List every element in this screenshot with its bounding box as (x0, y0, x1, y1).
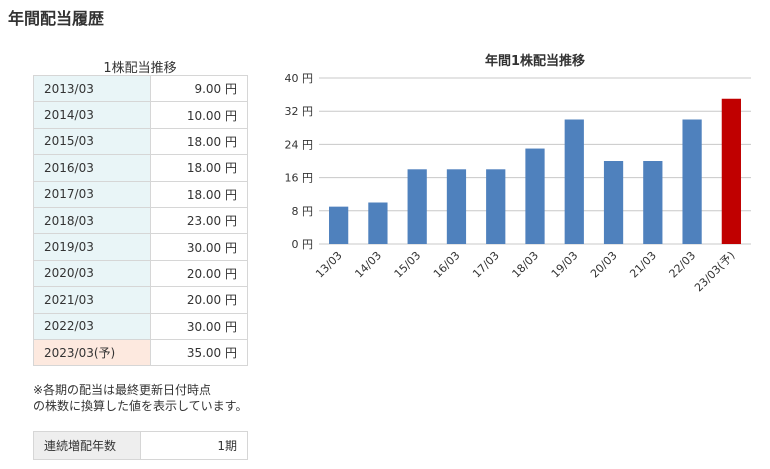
streak-label: 連続増配年数 (33, 431, 141, 460)
dividend-chart: 年間1株配当推移 0 円 8 円 16 円 24 円 32 円 40 円 13/03 14/03… (285, 53, 751, 294)
table-row: 2014/03 10.00 円 (33, 101, 248, 129)
footnote-line-2: の株数に換算した値を表示しています。 (33, 399, 248, 413)
streak-table: 連続増配年数 1期 (33, 431, 248, 460)
period-cell: 2017/03 (33, 180, 151, 208)
x-tick-label: 16/03 (431, 249, 463, 281)
bar (564, 119, 584, 244)
table-row: 2013/03 9.00 円 (33, 74, 248, 103)
x-tick-label: 15/03 (392, 249, 424, 281)
amount-cell: 10.00 円 (150, 101, 248, 129)
period-cell: 2021/03 (33, 286, 151, 314)
amount-cell: 30.00 円 (150, 233, 248, 261)
table-row: 2020/03 20.00 円 (33, 259, 248, 288)
bar (486, 169, 506, 244)
period-cell: 2015/03 (33, 127, 151, 156)
table-row: 2019/03 30.00 円 (33, 233, 248, 261)
period-cell: 2019/03 (33, 233, 151, 261)
amount-cell: 18.00 円 (150, 127, 248, 156)
y-tick-label: 8 円 (292, 205, 314, 218)
period-cell: 2016/03 (33, 154, 151, 182)
table-caption: 1株配当推移 (103, 61, 177, 76)
bar (329, 206, 349, 244)
y-tick-label: 40 円 (285, 72, 314, 85)
page-title: 年間配当履歴 (8, 9, 105, 28)
y-tick-label: 32 円 (285, 105, 314, 118)
x-tick-label: 17/03 (470, 249, 502, 281)
x-tick-label: 20/03 (588, 249, 620, 281)
y-tick-label: 0 円 (292, 238, 314, 251)
period-cell: 2023/03(予) (33, 338, 151, 367)
period-cell: 2022/03 (33, 312, 151, 340)
dividend-table: 2013/03 9.00 円 2014/03 10.00 円 2015/03 18.00 … (33, 74, 248, 367)
x-tick-label: 14/03 (352, 249, 384, 281)
y-tick-label: 24 円 (285, 138, 314, 151)
amount-cell: 20.00 円 (150, 286, 248, 314)
table-row: 2021/03 20.00 円 (33, 286, 248, 314)
x-tick-label: 19/03 (549, 249, 581, 281)
streak-value: 1期 (140, 431, 248, 460)
x-tick-label: 13/03 (313, 249, 345, 281)
streak-row: 連続増配年数 1期 (33, 431, 248, 460)
bar (643, 161, 663, 244)
amount-cell: 35.00 円 (150, 338, 248, 367)
amount-cell: 18.00 円 (150, 154, 248, 182)
amount-cell: 23.00 円 (150, 206, 248, 235)
bar (525, 148, 545, 244)
table-row: 2022/03 30.00 円 (33, 312, 248, 340)
table-row: 2018/03 23.00 円 (33, 206, 248, 235)
x-tick-label: 18/03 (510, 249, 542, 281)
table-row: 2016/03 18.00 円 (33, 154, 248, 182)
period-cell: 2018/03 (33, 206, 151, 235)
x-tick-label: 21/03 (627, 249, 659, 281)
x-tick-label: 22/03 (667, 249, 699, 281)
period-cell: 2020/03 (33, 259, 151, 288)
x-tick-label: 23/03(予) (692, 249, 737, 294)
chart-title: 年間1株配当推移 (485, 53, 585, 69)
bar (603, 161, 624, 244)
bar (407, 169, 427, 244)
bar (682, 119, 702, 244)
amount-cell: 20.00 円 (150, 259, 248, 288)
table-row: 2015/03 18.00 円 (33, 127, 248, 156)
period-cell: 2014/03 (33, 101, 151, 129)
period-cell: 2013/03 (33, 74, 151, 103)
bar (368, 202, 388, 244)
amount-cell: 30.00 円 (150, 312, 248, 340)
footnote: ※各期の配当は最終更新日付時点 の株数に換算した値を表示しています。 (33, 382, 263, 414)
amount-cell: 9.00 円 (150, 74, 248, 103)
table-row: 2023/03(予) 35.00 円 (33, 338, 248, 367)
table-row: 2017/03 18.00 円 (33, 180, 248, 208)
y-tick-label: 16 円 (285, 172, 314, 185)
amount-cell: 18.00 円 (150, 180, 248, 208)
footnote-line-1: ※各期の配当は最終更新日付時点 (33, 383, 212, 397)
bar (721, 98, 741, 244)
bar (446, 169, 467, 244)
